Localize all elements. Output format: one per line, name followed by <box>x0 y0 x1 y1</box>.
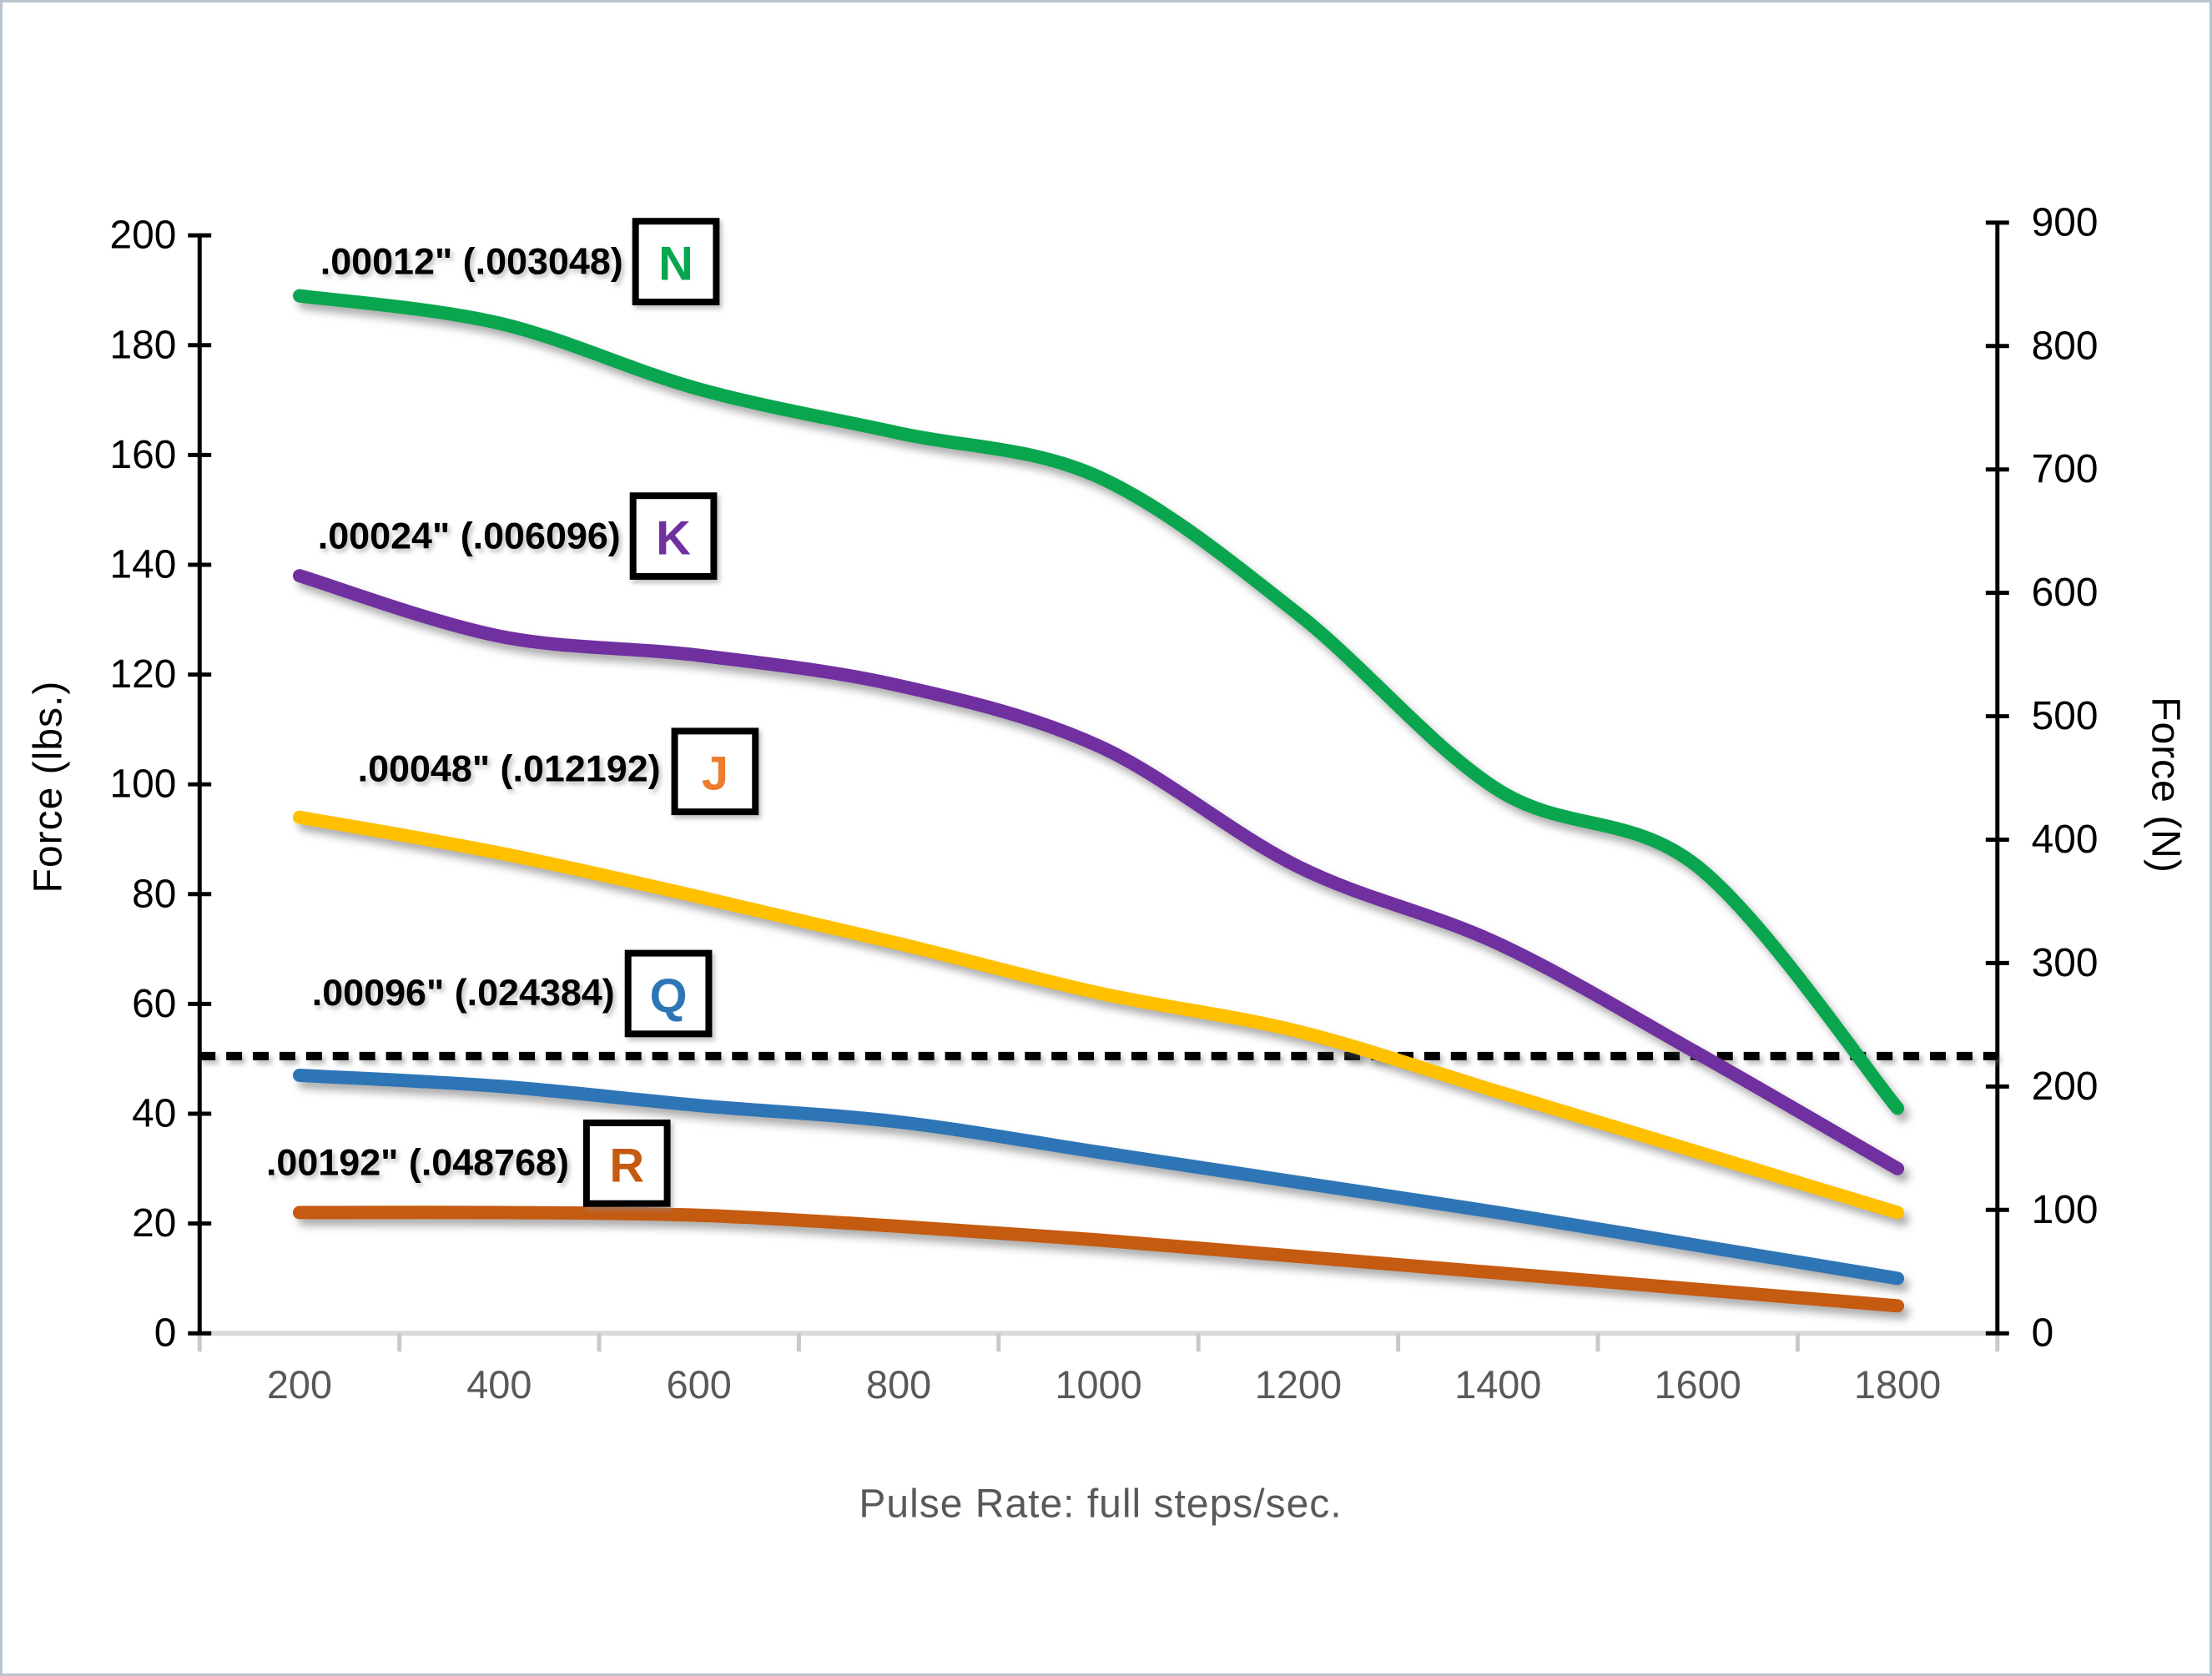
series-letter-box <box>624 949 713 1038</box>
x-tick-label: 1200 <box>1255 1363 1342 1407</box>
series-label-J: .00048" (.012192) J <box>358 727 759 816</box>
x-tick-label: 400 <box>466 1363 532 1407</box>
x-axis: 200 400 600 800 1000 1200 1400 1600 1800 <box>197 1331 2000 1407</box>
x-tick-label: 200 <box>267 1363 332 1407</box>
series-letter: R <box>609 1139 644 1192</box>
series-pitch-label: .00012" (.003048) <box>320 240 623 283</box>
y-left-tick-label: 200 <box>110 214 177 258</box>
series-letter: J <box>702 747 728 801</box>
y-right-tick-label: 600 <box>2032 571 2099 615</box>
x-axis-title: Pulse Rate: full steps/sec. <box>859 1482 1343 1527</box>
series-letter: K <box>656 512 691 566</box>
x-tick-label: 1000 <box>1055 1363 1141 1407</box>
series-letter-box <box>629 492 718 580</box>
y-left-tick-label: 140 <box>110 542 177 586</box>
y-right-tick-label: 100 <box>2032 1188 2099 1232</box>
series-line-Q <box>292 1068 1905 1286</box>
y-left-tick-label: 120 <box>110 652 177 697</box>
series-line-R <box>292 1205 1905 1313</box>
series-pitch-label: .00048" (.012192) <box>358 747 661 790</box>
series-letter-box <box>632 218 720 305</box>
x-tick-label: 1800 <box>1854 1363 1941 1407</box>
y-right-tick-label: 300 <box>2032 941 2099 985</box>
series-line-K <box>292 569 1905 1175</box>
x-tick-label: 1600 <box>1655 1363 1741 1407</box>
y-left-tick-label: 0 <box>154 1311 177 1356</box>
y-right-tick-label: 900 <box>2032 200 2099 244</box>
series-line-J <box>292 810 1905 1220</box>
y-right-tick-label: 200 <box>2032 1064 2099 1109</box>
y-right-tick-label: 700 <box>2032 447 2099 491</box>
y-left-tick-label: 20 <box>132 1201 176 1246</box>
series-label-R: .00192" (.048768) R <box>266 1119 671 1207</box>
series-letter: N <box>658 238 693 291</box>
y-left-tick-label: 40 <box>132 1092 176 1136</box>
y-left-tick-label: 80 <box>132 872 176 916</box>
y-right-axis: 0 100 200 300 400 500 600 700 800 900 <box>1985 200 2099 1356</box>
series-letter-box <box>582 1119 671 1207</box>
y-left-tick-label: 100 <box>110 763 177 807</box>
y-right-tick-label: 500 <box>2032 694 2099 738</box>
y-left-tick-label: 160 <box>110 433 177 477</box>
y-right-tick-label: 800 <box>2032 324 2099 368</box>
x-tick-label: 1400 <box>1454 1363 1541 1407</box>
series-label-K: .00024" (.006096) K <box>318 492 718 580</box>
series-label-Q: .00096" (.024384) Q <box>312 949 713 1038</box>
x-tick-label: 800 <box>866 1363 931 1407</box>
y-left-axis: 0 20 40 60 80 100 120 140 160 180 200 <box>110 214 212 1356</box>
x-tick-label: 600 <box>667 1363 732 1407</box>
series-pitch-label: .00024" (.006096) <box>318 515 621 557</box>
series-letter-box <box>671 727 759 816</box>
y-left-tick-label: 180 <box>110 323 177 367</box>
y-left-axis-title: Force (lbs.) <box>26 680 71 893</box>
y-left-tick-label: 60 <box>132 982 176 1026</box>
series-pitch-label: .00192" (.048768) <box>266 1140 569 1183</box>
series-label-N: .00012" (.003048) N <box>320 218 720 305</box>
series-line-N <box>292 289 1905 1115</box>
chart-plot-area: 200 400 600 800 1000 1200 1400 1600 180002040608… <box>110 200 2099 1407</box>
y-right-tick-label: 0 <box>2032 1311 2054 1356</box>
y-right-axis-title: Force (N) <box>2143 697 2188 873</box>
series-letter: Q <box>650 969 688 1023</box>
y-right-tick-label: 400 <box>2032 818 2099 862</box>
series-pitch-label: .00096" (.024384) <box>312 971 615 1014</box>
